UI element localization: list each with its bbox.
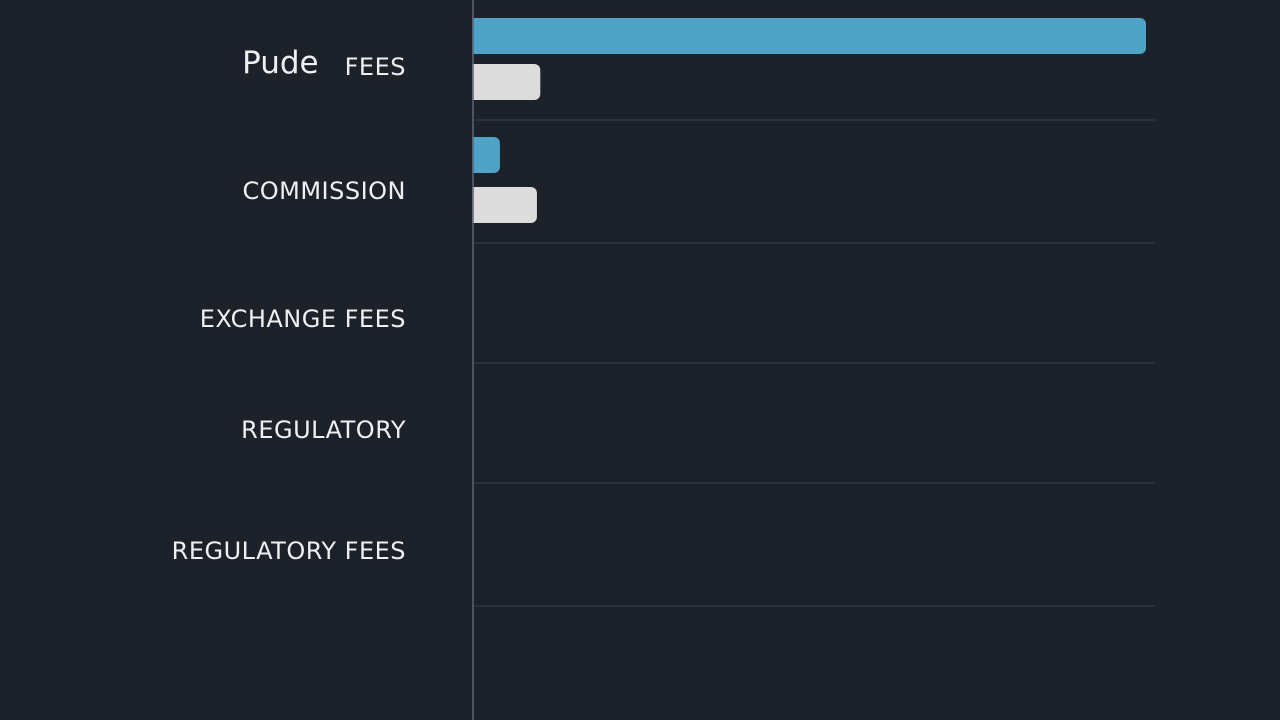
brand-wordmark: Pude (242, 45, 319, 81)
category-label-regulatory: REGULATORY (241, 416, 406, 444)
category-label-text: FEES (344, 53, 406, 81)
bar-series-1-0 (467, 18, 1146, 54)
bar-series-2-0 (467, 64, 541, 100)
category-label-commission: COMMISSION (242, 177, 406, 205)
category-label-exchange-fees: EXCHANGE FEES (199, 305, 406, 333)
bar-series-2-1 (467, 187, 537, 223)
category-label-pude-fees: Pude FEES (242, 45, 406, 81)
category-label-regulatory-fees: REGULATORY FEES (171, 537, 406, 565)
axis-mask (465, 0, 473, 720)
bar-series-1-1 (467, 137, 500, 173)
